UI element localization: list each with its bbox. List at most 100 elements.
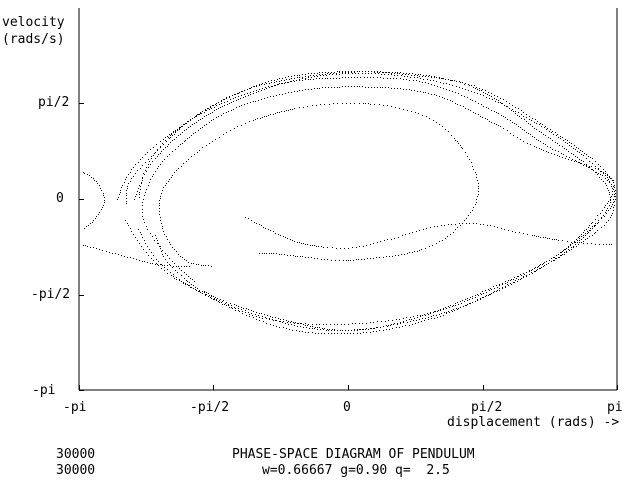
trajectory-point <box>419 81 420 82</box>
trajectory-point <box>178 266 179 267</box>
trajectory-point <box>519 116 520 117</box>
trajectory-point <box>144 240 145 241</box>
trajectory-point <box>160 198 161 199</box>
trajectory-point <box>592 158 593 159</box>
trajectory-point <box>295 322 296 323</box>
trajectory-point <box>307 244 308 245</box>
trajectory-point <box>363 329 364 330</box>
trajectory-point <box>478 194 479 195</box>
trajectory-point <box>219 302 220 303</box>
trajectory-point <box>483 95 484 96</box>
trajectory-point <box>224 102 225 103</box>
trajectory-point <box>583 161 584 162</box>
trajectory-point <box>248 309 249 310</box>
trajectory-point <box>472 296 473 297</box>
trajectory-point <box>324 333 325 334</box>
trajectory-point <box>142 180 143 181</box>
trajectory-point <box>608 220 609 221</box>
trajectory-point <box>598 220 599 221</box>
trajectory-point <box>235 310 236 311</box>
trajectory-point <box>453 232 454 233</box>
trajectory-point <box>496 99 497 100</box>
trajectory-point <box>419 230 420 231</box>
trajectory-point <box>476 199 477 200</box>
trajectory-point <box>423 79 424 80</box>
trajectory-point <box>477 300 478 301</box>
trajectory-point <box>521 278 522 279</box>
trajectory-point <box>587 233 588 234</box>
trajectory-point <box>603 169 604 170</box>
trajectory-point <box>256 85 257 86</box>
figure-title: PHASE-SPACE DIAGRAM OF PENDULUM <box>232 447 475 462</box>
trajectory-point <box>554 260 555 261</box>
trajectory-point <box>181 266 182 267</box>
trajectory-point <box>403 322 404 323</box>
trajectory-point <box>539 265 540 266</box>
trajectory-point <box>470 303 471 304</box>
trajectory-point <box>467 300 468 301</box>
trajectory-point <box>496 291 497 292</box>
trajectory-point <box>340 330 341 331</box>
trajectory-point <box>552 149 553 150</box>
trajectory-point <box>612 188 613 189</box>
trajectory-point <box>511 284 512 285</box>
trajectory-point <box>201 113 202 114</box>
trajectory-point <box>424 314 425 315</box>
trajectory-point <box>443 315 444 316</box>
trajectory-point <box>348 260 349 261</box>
trajectory-point <box>555 132 556 133</box>
trajectory-point <box>293 80 294 81</box>
trajectory-point <box>330 73 331 74</box>
trajectory-point <box>406 320 407 321</box>
trajectory-point <box>373 328 374 329</box>
trajectory-segment <box>159 103 479 267</box>
trajectory-point <box>587 231 588 232</box>
trajectory-point <box>425 315 426 316</box>
trajectory-point <box>558 254 559 255</box>
trajectory-point <box>269 319 270 320</box>
trajectory-point <box>168 181 169 182</box>
trajectory-point <box>235 94 236 95</box>
trajectory-point <box>213 105 214 106</box>
trajectory-point <box>159 200 160 201</box>
trajectory-point <box>151 258 152 259</box>
trajectory-point <box>355 73 356 74</box>
trajectory-point <box>272 317 273 318</box>
trajectory-point <box>571 242 572 243</box>
trajectory-point <box>401 75 402 76</box>
trajectory-point <box>565 158 566 159</box>
trajectory-point <box>615 196 616 197</box>
trajectory-point <box>268 229 269 230</box>
trajectory-point <box>566 156 567 157</box>
trajectory-point <box>461 303 462 304</box>
trajectory-point <box>138 188 139 189</box>
trajectory-point <box>411 75 412 76</box>
trajectory-point <box>458 308 459 309</box>
trajectory-point <box>285 323 286 324</box>
trajectory-point <box>610 202 611 203</box>
trajectory-point <box>184 259 185 260</box>
trajectory-point <box>281 111 282 112</box>
trajectory-point <box>562 254 563 255</box>
trajectory-point <box>444 98 445 99</box>
trajectory-point <box>195 287 196 288</box>
trajectory-point <box>153 260 154 261</box>
trajectory-point <box>448 306 449 307</box>
trajectory-point <box>497 227 498 228</box>
trajectory-point <box>355 323 356 324</box>
trajectory-point <box>544 262 545 263</box>
trajectory-point <box>497 287 498 288</box>
trajectory-point <box>410 317 411 318</box>
trajectory-point <box>379 330 380 331</box>
trajectory-segment <box>117 77 615 331</box>
trajectory-point <box>171 177 172 178</box>
trajectory-point <box>557 134 558 135</box>
trajectory-point <box>212 105 213 106</box>
trajectory-point <box>561 153 562 154</box>
trajectory-point <box>383 78 384 79</box>
trajectory-point <box>238 93 239 94</box>
trajectory-point <box>450 234 451 235</box>
trajectory-point <box>478 114 479 115</box>
trajectory-point <box>174 139 175 140</box>
trajectory-point <box>279 81 280 82</box>
